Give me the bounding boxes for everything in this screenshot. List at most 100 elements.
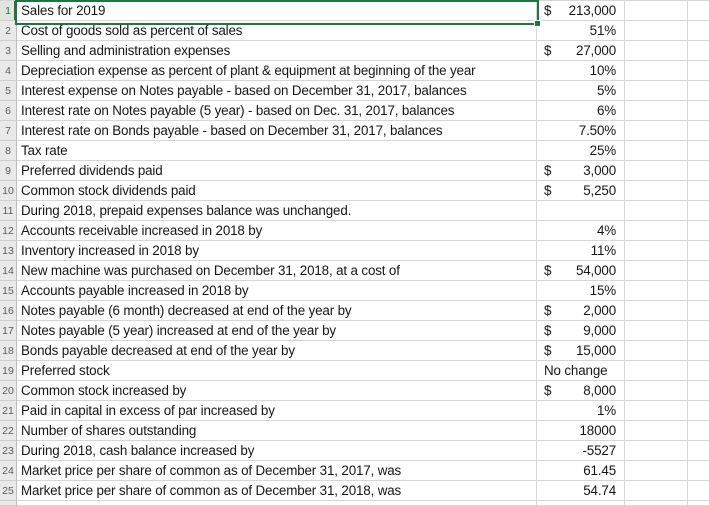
row-header[interactable]: 14 [0,261,17,281]
empty-cell[interactable] [688,101,709,121]
empty-cell[interactable] [625,461,688,481]
row-header[interactable]: 16 [0,301,17,321]
description-cell[interactable]: During 2018, prepaid expenses balance wa… [17,201,537,221]
value-cell[interactable]: $ 9,000 [537,321,625,341]
description-cell[interactable]: Market price per share of common as of D… [17,461,537,481]
description-cell[interactable]: Depreciation expense as percent of plant… [17,61,537,81]
description-cell[interactable]: Bonds payable decreased at end of the ye… [17,341,537,361]
empty-cell[interactable] [688,461,709,481]
empty-cell[interactable] [688,481,709,501]
empty-cell[interactable] [625,361,688,381]
empty-cell[interactable] [688,241,709,261]
value-cell[interactable]: 5% [537,81,625,101]
description-cell[interactable]: Sales for 2019 [17,1,537,21]
row-header[interactable]: 17 [0,321,17,341]
value-cell[interactable]: 10% [537,61,625,81]
row-header[interactable]: 24 [0,461,17,481]
value-cell[interactable]: No change [537,361,625,381]
value-cell[interactable]: 1% [537,401,625,421]
value-cell[interactable]: 15% [537,281,625,301]
empty-cell[interactable] [688,381,709,401]
row-header[interactable]: 25 [0,481,17,501]
row-header[interactable]: 23 [0,441,17,461]
empty-cell[interactable] [625,101,688,121]
value-cell[interactable]: $ 2,000 [537,301,625,321]
value-cell[interactable]: $ 15,000 [537,341,625,361]
description-cell[interactable]: Interest expense on Notes payable - base… [17,81,537,101]
empty-cell[interactable] [688,1,709,21]
description-cell[interactable]: Interest rate on Notes payable (5 year) … [17,101,537,121]
row-header[interactable]: 22 [0,421,17,441]
empty-cell[interactable] [625,161,688,181]
empty-cell[interactable] [688,141,709,161]
description-cell[interactable]: Notes payable (6 month) decreased at end… [17,301,537,321]
empty-cell[interactable] [688,21,709,41]
row-header[interactable]: 8 [0,141,17,161]
empty-cell[interactable] [688,81,709,101]
row-header[interactable]: 7 [0,121,17,141]
description-cell[interactable]: Preferred dividends paid [17,161,537,181]
row-header[interactable] [0,501,17,506]
value-cell[interactable] [537,501,625,506]
description-cell[interactable]: Tax rate [17,141,537,161]
empty-cell[interactable] [688,361,709,381]
value-cell[interactable]: $ 5,250 [537,181,625,201]
empty-cell[interactable] [688,261,709,281]
value-cell[interactable]: $ 8,000 [537,381,625,401]
description-cell[interactable]: Interest rate on Bonds payable - based o… [17,121,537,141]
value-cell[interactable]: 7.50% [537,121,625,141]
row-header[interactable]: 6 [0,101,17,121]
row-header[interactable]: 11 [0,201,17,221]
description-cell[interactable]: Accounts receivable increased in 2018 by [17,221,537,241]
value-cell[interactable]: 6% [537,101,625,121]
empty-cell[interactable] [625,141,688,161]
row-header[interactable]: 4 [0,61,17,81]
row-header[interactable]: 9 [0,161,17,181]
empty-cell[interactable] [688,401,709,421]
description-cell[interactable]: Number of shares outstanding [17,421,537,441]
description-cell[interactable]: During 2018, cash balance increased by [17,441,537,461]
value-cell[interactable]: 25% [537,141,625,161]
value-cell[interactable]: $ 3,000 [537,161,625,181]
empty-cell[interactable] [688,421,709,441]
row-header[interactable]: 3 [0,41,17,61]
row-header[interactable]: 10 [0,181,17,201]
empty-cell[interactable] [625,401,688,421]
empty-cell[interactable] [625,81,688,101]
empty-cell[interactable] [688,321,709,341]
description-cell[interactable]: Selling and administration expenses [17,41,537,61]
empty-cell[interactable] [625,201,688,221]
empty-cell[interactable] [625,441,688,461]
empty-cell[interactable] [625,501,688,506]
value-cell[interactable]: -5527 [537,441,625,461]
empty-cell[interactable] [625,41,688,61]
empty-cell[interactable] [625,341,688,361]
empty-cell[interactable] [688,281,709,301]
description-cell[interactable]: Inventory increased in 2018 by [17,241,537,261]
empty-cell[interactable] [625,1,688,21]
empty-cell[interactable] [688,341,709,361]
row-header[interactable]: 19 [0,361,17,381]
description-cell[interactable]: New machine was purchased on December 31… [17,261,537,281]
value-cell[interactable]: 51% [537,21,625,41]
row-header[interactable]: 1 [0,1,17,21]
empty-cell[interactable] [625,321,688,341]
empty-cell[interactable] [625,241,688,261]
row-header[interactable]: 12 [0,221,17,241]
description-cell[interactable]: Notes payable (5 year) increased at end … [17,321,537,341]
empty-cell[interactable] [625,61,688,81]
empty-cell[interactable] [688,301,709,321]
row-header[interactable]: 5 [0,81,17,101]
description-cell[interactable] [17,501,537,506]
description-cell[interactable]: Accounts payable increased in 2018 by [17,281,537,301]
description-cell[interactable]: Common stock dividends paid [17,181,537,201]
row-header[interactable]: 18 [0,341,17,361]
empty-cell[interactable] [688,121,709,141]
value-cell[interactable]: 61.45 [537,461,625,481]
empty-cell[interactable] [688,221,709,241]
empty-cell[interactable] [625,261,688,281]
empty-cell[interactable] [625,181,688,201]
empty-cell[interactable] [625,281,688,301]
value-cell[interactable]: 18000 [537,421,625,441]
value-cell[interactable]: $ 27,000 [537,41,625,61]
